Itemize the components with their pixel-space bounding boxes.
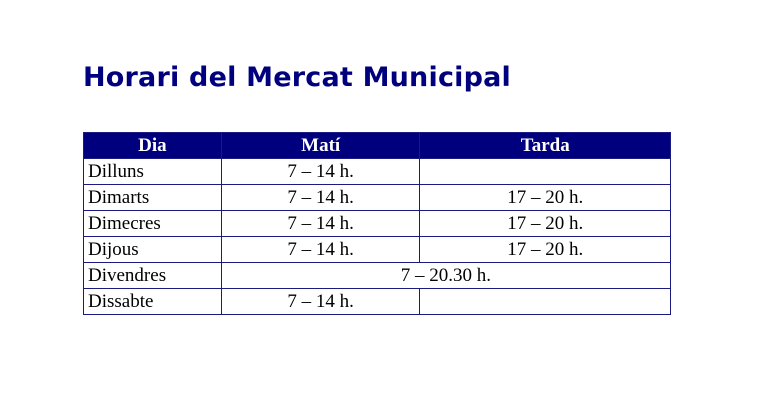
table-row: Dissabte 7 – 14 h. — [83, 288, 671, 315]
mati-cell: 7 – 14 h. — [220, 184, 421, 211]
header-tarda: Tarda — [419, 132, 671, 159]
day-cell: Dimecres — [83, 210, 222, 237]
page-title: Horari del Mercat Municipal — [83, 62, 511, 93]
tarda-cell — [419, 288, 671, 315]
mati-cell: 7 – 14 h. — [220, 158, 421, 185]
day-cell: Dijous — [83, 236, 222, 263]
table-header-row: Dia Matí Tarda — [83, 132, 671, 159]
day-cell: Dissabte — [83, 288, 222, 315]
mati-cell: 7 – 14 h. — [220, 236, 421, 263]
mati-cell: 7 – 14 h. — [220, 288, 421, 315]
mati-cell: 7 – 14 h. — [220, 210, 421, 237]
tarda-cell: 17 – 20 h. — [419, 236, 671, 263]
table-row: Dimecres 7 – 14 h. 17 – 20 h. — [83, 210, 671, 237]
tarda-cell — [419, 158, 671, 185]
header-dia: Dia — [83, 132, 222, 159]
table-row: Dijous 7 – 14 h. 17 – 20 h. — [83, 236, 671, 263]
full-day-cell: 7 – 20.30 h. — [220, 262, 672, 289]
tarda-cell: 17 – 20 h. — [419, 210, 671, 237]
header-mati: Matí — [220, 132, 421, 159]
table-row: Dimarts 7 – 14 h. 17 – 20 h. — [83, 184, 671, 211]
schedule-table: Dia Matí Tarda Dilluns 7 – 14 h. Dimarts… — [83, 132, 672, 315]
table-row: Dilluns 7 – 14 h. — [83, 158, 671, 185]
tarda-cell: 17 – 20 h. — [419, 184, 671, 211]
day-cell: Dimarts — [83, 184, 222, 211]
table-row: Divendres 7 – 20.30 h. — [83, 262, 672, 289]
day-cell: Divendres — [83, 262, 222, 289]
day-cell: Dilluns — [83, 158, 222, 185]
